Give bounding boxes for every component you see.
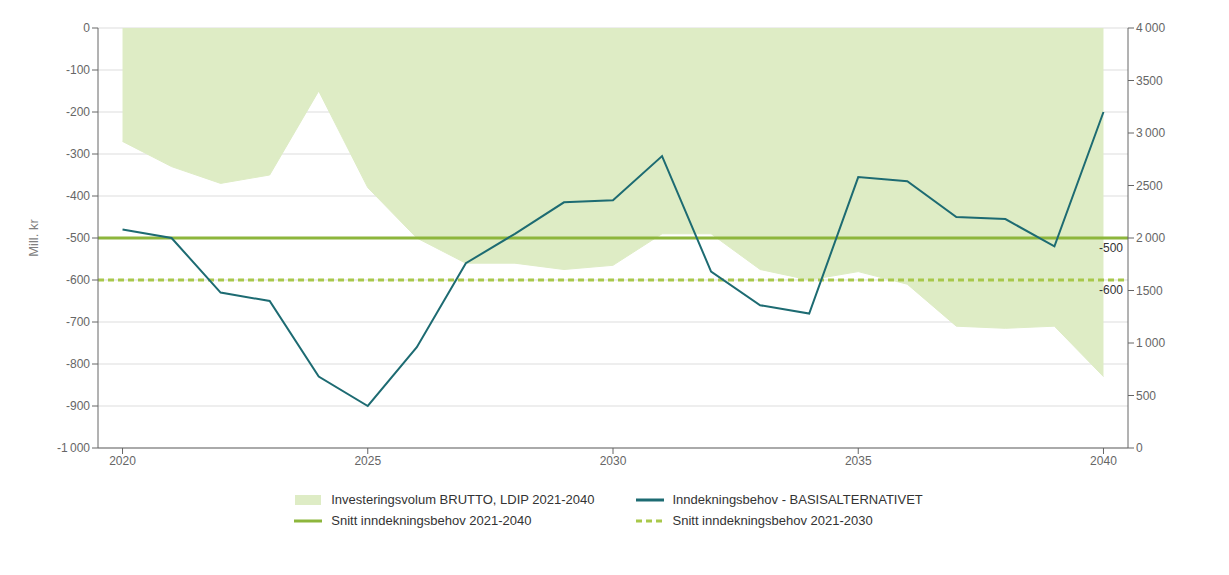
svg-text:500: 500 bbox=[1136, 389, 1156, 403]
html-text:Snitt inndekningsbehov 2021-20: Snitt inndekningsbehov 2021-2030 bbox=[672, 513, 873, 528]
svg-text:-800: -800 bbox=[66, 357, 90, 371]
svg-text:-700: -700 bbox=[66, 315, 90, 329]
svg-text:Mill. kr: Mill. kr bbox=[26, 219, 41, 257]
svg-text:-600: -600 bbox=[66, 273, 90, 287]
svg-text:-1 000: -1 000 bbox=[57, 441, 90, 455]
svg-text:1 000: 1 000 bbox=[1136, 336, 1165, 350]
svg-text:4 000: 4 000 bbox=[1136, 21, 1165, 35]
svg-text:2020: 2020 bbox=[109, 454, 136, 468]
svg-text:-600: -600 bbox=[1099, 283, 1123, 297]
svg-text:2 000: 2 000 bbox=[1136, 231, 1165, 245]
svg-text:2035: 2035 bbox=[845, 454, 872, 468]
svg-text:-300: -300 bbox=[66, 147, 90, 161]
svg-text:3 000: 3 000 bbox=[1136, 126, 1165, 140]
svg-text:2040: 2040 bbox=[1090, 454, 1117, 468]
svg-text:-500: -500 bbox=[66, 231, 90, 245]
svg-text:2500: 2500 bbox=[1136, 179, 1163, 193]
svg-text:0: 0 bbox=[83, 21, 90, 35]
html-text:Snitt inndekningsbehov 2021-20: Snitt inndekningsbehov 2021-2040 bbox=[331, 513, 532, 528]
svg-text:2030: 2030 bbox=[600, 454, 627, 468]
svg-text:3500: 3500 bbox=[1136, 74, 1163, 88]
svg-text:-200: -200 bbox=[66, 105, 90, 119]
svg-text:1500: 1500 bbox=[1136, 284, 1163, 298]
html-text:Inndekningsbehov - BASISALTERN: Inndekningsbehov - BASISALTERNATIVET bbox=[672, 492, 923, 507]
svg-text:2025: 2025 bbox=[354, 454, 381, 468]
svg-text:-400: -400 bbox=[66, 189, 90, 203]
svg-text:-100: -100 bbox=[66, 63, 90, 77]
svg-text:-900: -900 bbox=[66, 399, 90, 413]
svg-text:-500: -500 bbox=[1099, 241, 1123, 255]
html-text:Investeringsvolum BRUTTO, LDIP: Investeringsvolum BRUTTO, LDIP 2021-2040 bbox=[331, 492, 595, 507]
svg-text:0: 0 bbox=[1136, 441, 1143, 455]
